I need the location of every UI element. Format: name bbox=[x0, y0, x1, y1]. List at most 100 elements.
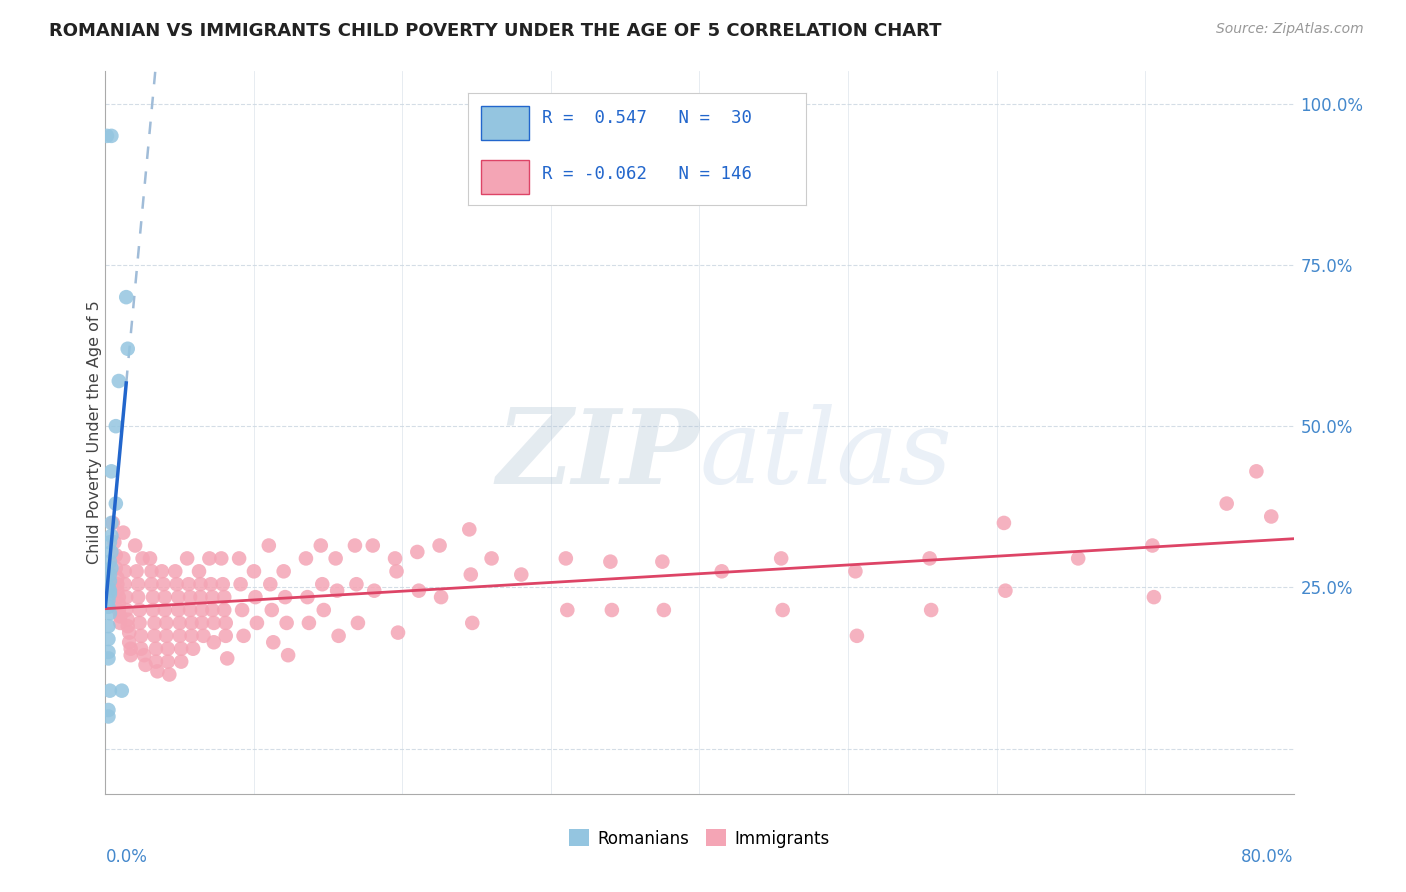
Point bbox=[458, 522, 481, 536]
Point bbox=[150, 564, 173, 578]
Point bbox=[110, 615, 132, 630]
Point bbox=[191, 615, 214, 630]
Point bbox=[246, 615, 269, 630]
Point bbox=[153, 603, 176, 617]
Point bbox=[117, 619, 139, 633]
Point bbox=[110, 609, 132, 624]
Point bbox=[97, 709, 120, 723]
Point bbox=[170, 641, 193, 656]
Point bbox=[118, 635, 141, 649]
Point bbox=[1246, 464, 1268, 478]
Point bbox=[118, 625, 141, 640]
Point bbox=[105, 583, 128, 598]
Point bbox=[179, 603, 201, 617]
Point bbox=[309, 539, 332, 553]
Point bbox=[98, 583, 121, 598]
Point bbox=[326, 583, 349, 598]
Point bbox=[180, 615, 202, 630]
Text: Source: ZipAtlas.com: Source: ZipAtlas.com bbox=[1216, 22, 1364, 37]
Point bbox=[100, 561, 122, 575]
Point bbox=[108, 374, 131, 388]
Point bbox=[229, 577, 252, 591]
Point bbox=[98, 587, 121, 601]
Point bbox=[145, 641, 167, 656]
Point bbox=[1215, 497, 1237, 511]
Point bbox=[127, 590, 149, 604]
Point bbox=[191, 603, 214, 617]
Point bbox=[128, 615, 150, 630]
Point bbox=[190, 590, 212, 604]
Point bbox=[108, 597, 131, 611]
Point bbox=[98, 567, 121, 582]
Point bbox=[135, 657, 157, 672]
Point bbox=[277, 648, 299, 663]
Point bbox=[127, 577, 149, 591]
Point bbox=[120, 641, 142, 656]
Point bbox=[141, 564, 163, 578]
Point bbox=[201, 603, 224, 617]
Point bbox=[97, 703, 120, 717]
Point bbox=[652, 603, 675, 617]
Point bbox=[200, 577, 222, 591]
Point bbox=[276, 615, 298, 630]
Point bbox=[96, 128, 118, 143]
Point bbox=[772, 603, 794, 617]
Point bbox=[97, 645, 120, 659]
Point bbox=[257, 539, 280, 553]
Point bbox=[104, 561, 127, 575]
Point bbox=[143, 629, 166, 643]
Point bbox=[429, 539, 451, 553]
Point bbox=[259, 577, 281, 591]
Point bbox=[555, 603, 578, 617]
Point bbox=[141, 577, 163, 591]
Point bbox=[211, 577, 233, 591]
Point bbox=[157, 667, 180, 681]
Point bbox=[228, 551, 250, 566]
Point bbox=[260, 603, 283, 617]
Text: ZIP: ZIP bbox=[496, 403, 700, 505]
Point bbox=[103, 535, 125, 549]
Point bbox=[117, 613, 139, 627]
Point bbox=[510, 567, 533, 582]
Point bbox=[993, 516, 1015, 530]
Point bbox=[129, 641, 152, 656]
Point bbox=[273, 564, 295, 578]
Point bbox=[328, 629, 350, 643]
Point bbox=[101, 516, 124, 530]
Point bbox=[1143, 590, 1166, 604]
Point bbox=[145, 655, 167, 669]
Point bbox=[599, 555, 621, 569]
Point bbox=[363, 583, 385, 598]
Point bbox=[97, 619, 120, 633]
Point bbox=[202, 635, 225, 649]
Point bbox=[193, 629, 215, 643]
Point bbox=[170, 655, 193, 669]
Point bbox=[408, 583, 430, 598]
Point bbox=[651, 555, 673, 569]
Point bbox=[460, 567, 482, 582]
Text: 80.0%: 80.0% bbox=[1241, 848, 1294, 866]
Text: atlas: atlas bbox=[700, 403, 952, 505]
Point bbox=[201, 590, 224, 604]
Point bbox=[125, 564, 148, 578]
Point bbox=[100, 529, 122, 543]
Point bbox=[177, 577, 200, 591]
Point bbox=[169, 615, 191, 630]
Point bbox=[104, 419, 127, 434]
Text: 0.0%: 0.0% bbox=[105, 848, 148, 866]
Point bbox=[97, 593, 120, 607]
Point bbox=[117, 342, 139, 356]
Point bbox=[346, 577, 368, 591]
Point bbox=[325, 551, 347, 566]
Point bbox=[97, 651, 120, 665]
Point bbox=[770, 551, 793, 566]
Point bbox=[143, 615, 166, 630]
Point bbox=[115, 603, 138, 617]
Point bbox=[361, 539, 384, 553]
Point bbox=[1260, 509, 1282, 524]
Point bbox=[918, 551, 941, 566]
Point bbox=[115, 590, 138, 604]
Point bbox=[98, 555, 121, 569]
Point bbox=[215, 615, 238, 630]
Point bbox=[129, 629, 152, 643]
